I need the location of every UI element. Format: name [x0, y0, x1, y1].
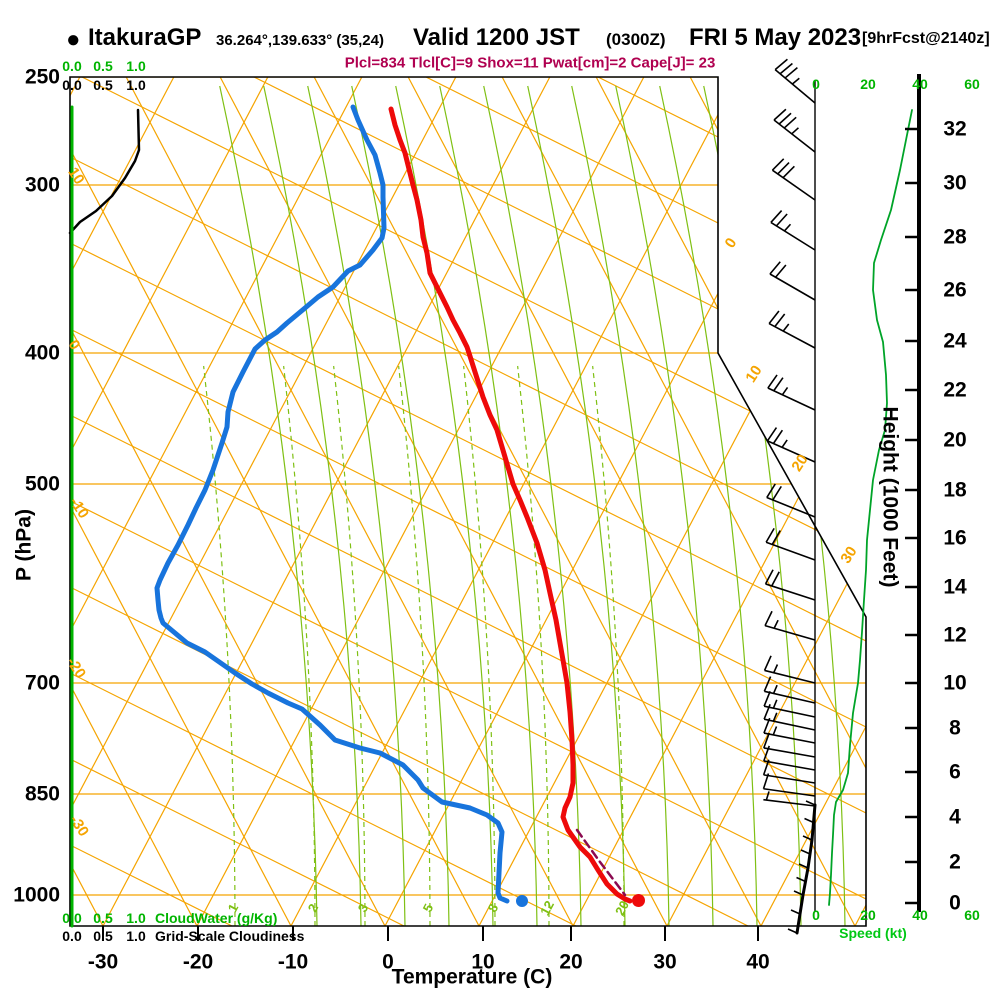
temperature-curve: [388, 106, 633, 904]
cloudwater-scale-bottom-1.0: 1.0: [126, 910, 146, 926]
plot-frame: [69, 76, 867, 941]
speed-tick-top-40: 40: [912, 76, 928, 92]
forecast-info: [9hrFcst@2140z]: [862, 30, 990, 47]
valid-time: Valid 1200 JST: [413, 24, 580, 51]
speed-tick-top-60: 60: [964, 76, 980, 92]
speed-tick-top-20: 20: [860, 76, 876, 92]
height-tick-24: 24: [943, 329, 967, 353]
speed-tick-bottom-20: 20: [860, 907, 876, 923]
height-tick-8: 8: [949, 716, 961, 740]
height-tick-30: 30: [943, 171, 967, 195]
height-tick-14: 14: [943, 575, 967, 599]
wind_speed_profile-curve: [828, 109, 913, 906]
pressure-tick-1000: 1000: [13, 883, 60, 907]
station-coords: 36.264°,139.633° (35,24): [216, 32, 384, 49]
pressure-tick-700: 700: [24, 671, 60, 695]
speed-tick-bottom-40: 40: [912, 907, 928, 923]
valid-time-utc: (0300Z): [606, 30, 666, 49]
cloudiness-label: Grid-Scale Cloudiness: [155, 928, 305, 944]
speed-tick-top-0: 0: [812, 76, 820, 92]
height-tick-26: 26: [943, 278, 967, 302]
height-tick-0: 0: [949, 891, 961, 915]
height-tick-4: 4: [949, 805, 961, 829]
temp-tick-20: 20: [559, 950, 583, 974]
cloudwater-scale-1.0: 1.0: [126, 58, 146, 74]
wind-barbs: [762, 58, 817, 935]
surface-dewpoint-dot: [516, 895, 528, 907]
temp-tick--20: -20: [182, 950, 214, 974]
height-tick-12: 12: [943, 623, 967, 647]
cloudiness-scale-bottom-1.0: 1.0: [126, 928, 146, 944]
height-tick-2: 2: [949, 850, 961, 874]
height-axis: [905, 74, 921, 912]
speed-axis-label: Speed (kt): [839, 925, 907, 941]
height-tick-6: 6: [949, 760, 961, 784]
cloudwater-scale-bottom-0.0: 0.0: [62, 910, 82, 926]
height-tick-18: 18: [943, 478, 967, 502]
pressure-tick-850: 850: [24, 782, 60, 806]
height-axis-label: Height (1000 Feet): [878, 406, 902, 588]
height-tick-20: 20: [943, 428, 967, 452]
cloudwater-label: CloudWater (g/Kg): [155, 910, 278, 926]
parcel_path-curve: [575, 828, 627, 897]
cloudiness-scale-bottom-0.0: 0.0: [62, 928, 82, 944]
temperature-axis-label: Temperature (C): [391, 965, 553, 989]
cloudiness-scale-bottom-0.5: 0.5: [93, 928, 113, 944]
speed-tick-bottom-60: 60: [964, 907, 980, 923]
pressure-tick-400: 400: [24, 341, 60, 365]
cloudwater-scale-0.0: 0.0: [62, 58, 82, 74]
temp-tick--30: -30: [87, 950, 119, 974]
cloudiness-scale-0.5: 0.5: [93, 77, 113, 93]
pressure-tick-500: 500: [24, 472, 60, 496]
dewpoint-curve: [154, 104, 510, 904]
valid-date: FRI 5 May 2023: [689, 24, 862, 51]
height-tick-10: 10: [943, 671, 967, 695]
temp-tick-10: 10: [471, 950, 495, 974]
speed-tick-bottom-0: 0: [812, 907, 820, 923]
pressure-tick-250: 250: [24, 65, 60, 89]
surface-temperature-dot: [632, 894, 645, 907]
height-tick-22: 22: [943, 378, 967, 402]
cloudiness-scale-1.0: 1.0: [126, 77, 146, 93]
station-bullet-icon: ●: [66, 26, 81, 53]
temp-tick-0: 0: [382, 950, 394, 974]
height-tick-28: 28: [943, 225, 967, 249]
cloudwater-scale-0.5: 0.5: [93, 58, 113, 74]
pressure-tick-300: 300: [24, 173, 60, 197]
temp-tick-30: 30: [653, 950, 677, 974]
height-tick-16: 16: [943, 526, 967, 550]
grid_scale_cloudiness-curve: [68, 108, 141, 235]
cloudiness-scale-0.0: 0.0: [62, 77, 82, 93]
background-isolines: [70, 77, 866, 926]
station-name: ItakuraGP: [88, 24, 202, 51]
cloudwater-scale-bottom-0.5: 0.5: [93, 910, 113, 926]
temp-tick--10: -10: [277, 950, 309, 974]
pressure-axis-label: P (hPa): [12, 509, 36, 581]
height-tick-32: 32: [943, 117, 967, 141]
temp-tick-40: 40: [746, 950, 770, 974]
stability-stats: Plcl=834 Tlcl[C]=9 Shox=11 Pwat[cm]=2 Ca…: [344, 54, 716, 72]
